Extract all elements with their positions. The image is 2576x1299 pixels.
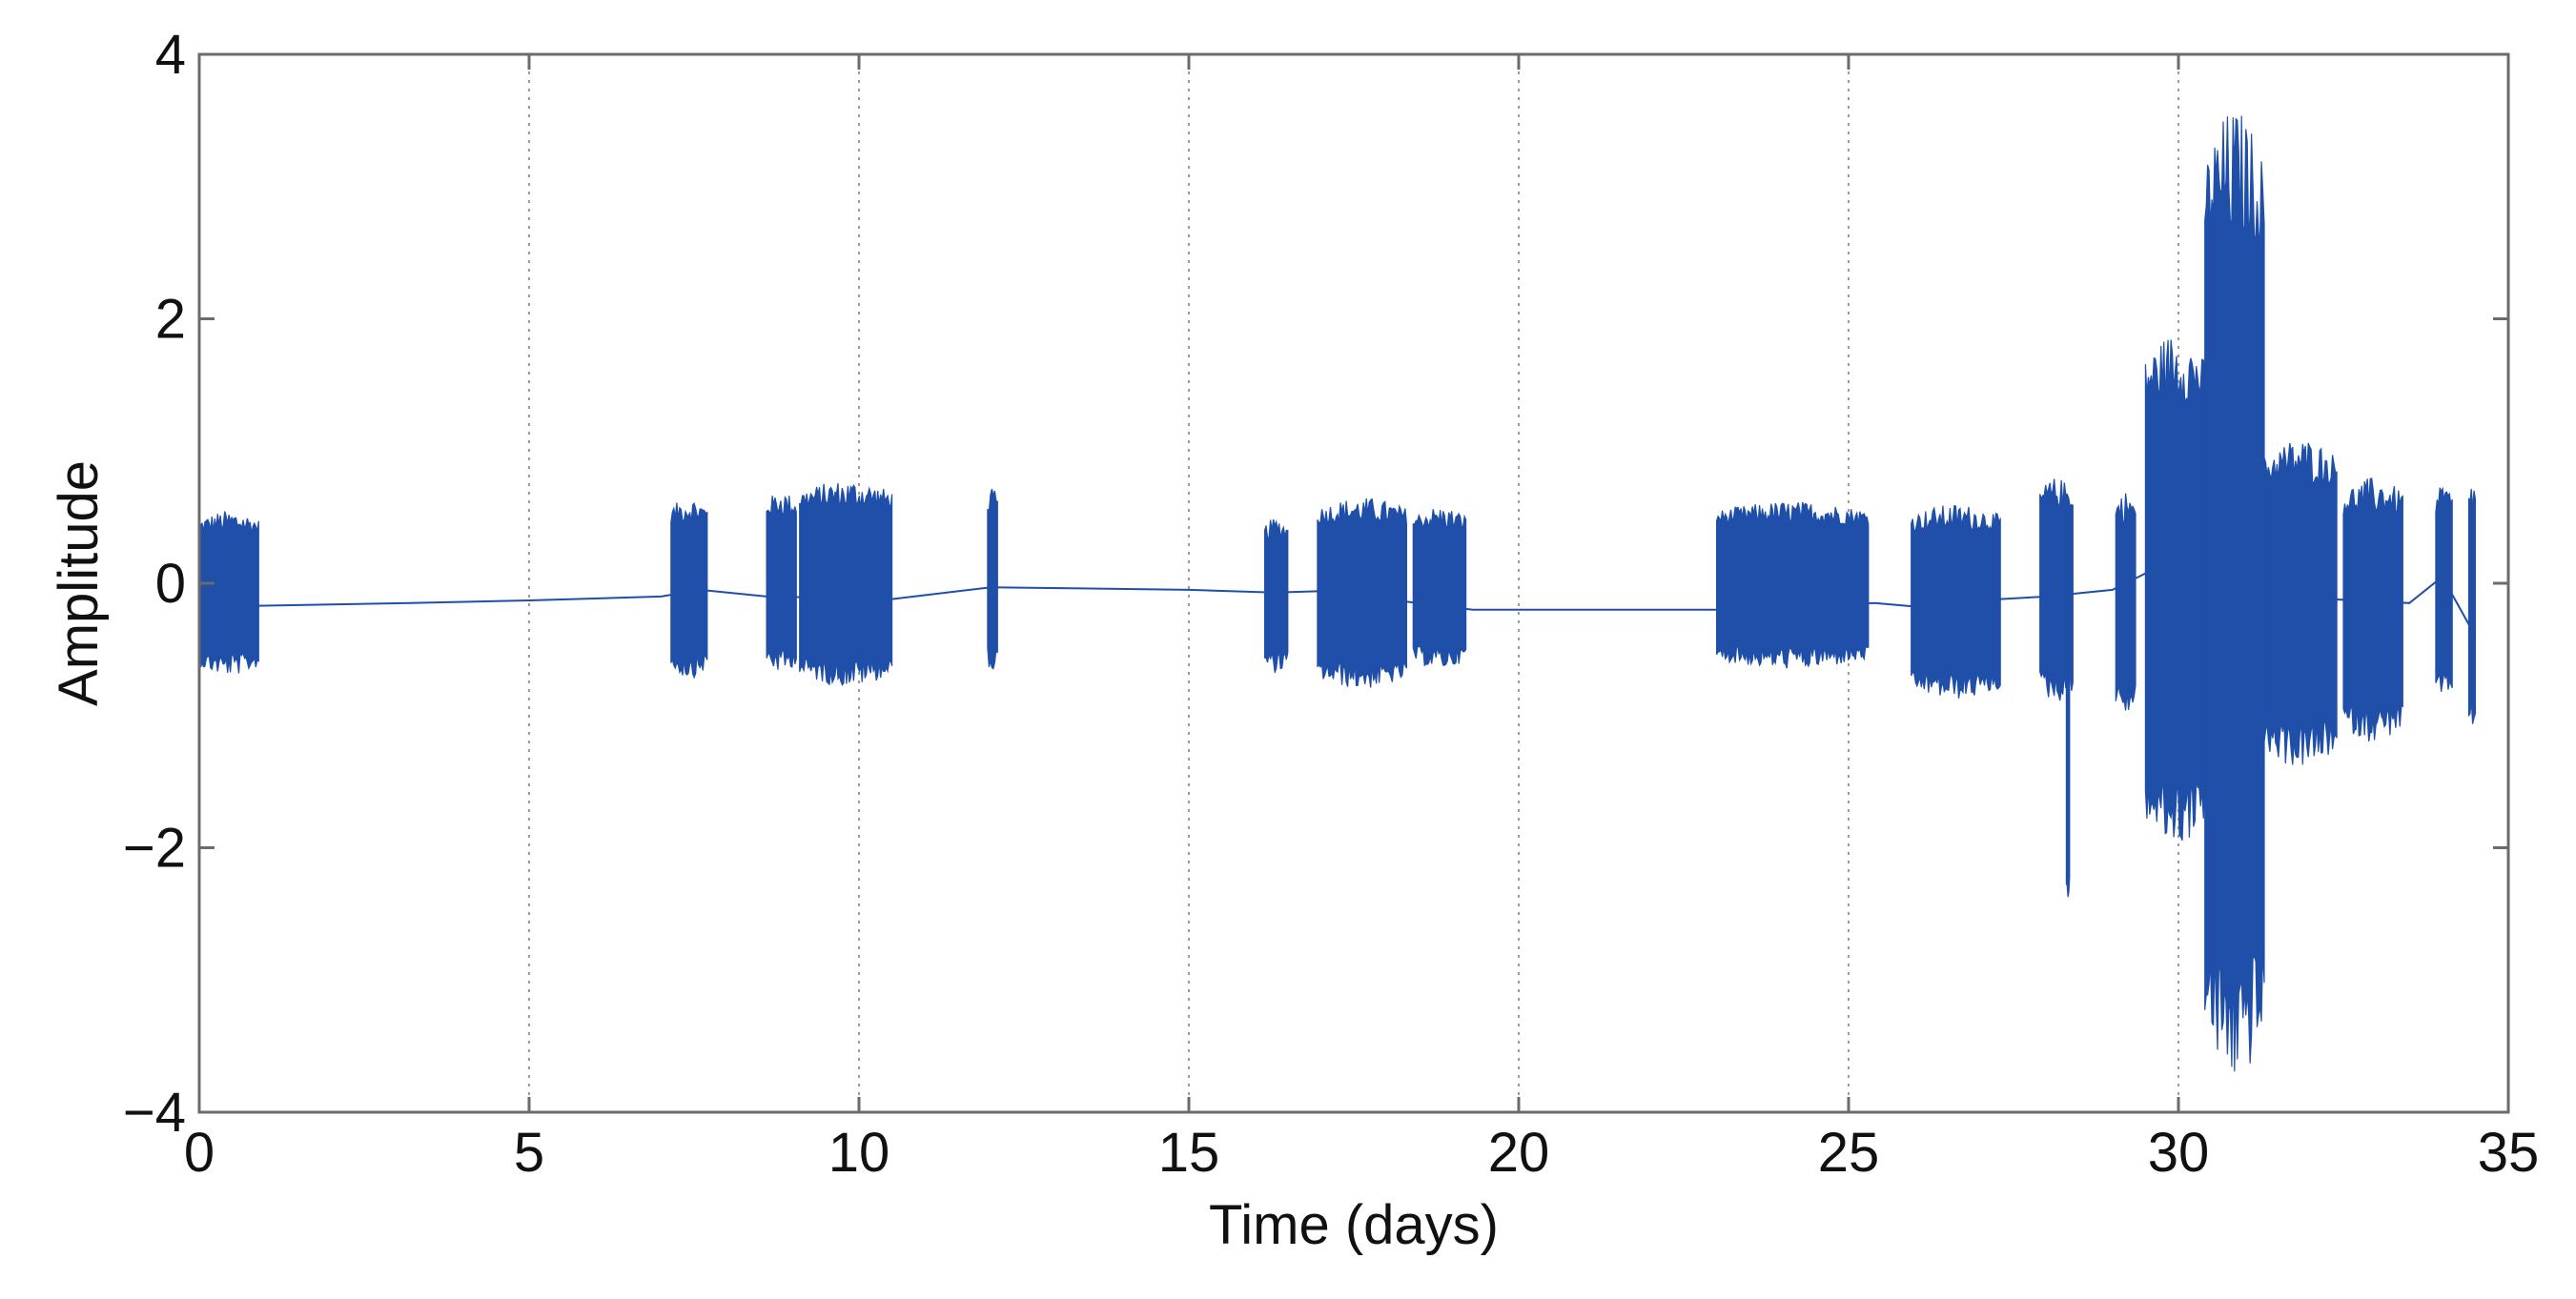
signal-burst — [198, 511, 259, 674]
signal-burst — [2115, 493, 2136, 711]
signal-burst — [2435, 486, 2453, 692]
x-tick-label: 5 — [514, 1122, 544, 1184]
signal-burst — [2204, 115, 2265, 1072]
x-tick-label: 20 — [1488, 1122, 1550, 1184]
signal-burst — [766, 495, 797, 670]
signal-burst — [987, 488, 998, 670]
x-axis-label: Time (days) — [1209, 1194, 1499, 1256]
y-tick-label: −4 — [123, 1082, 186, 1144]
signal-burst — [2065, 570, 2071, 898]
signal-burst — [1317, 497, 1407, 688]
labels-layer: 0 5 10 15 20 25 30 35 −4 −2 0 2 4 — [123, 24, 2539, 1184]
x-tick-label: 35 — [2478, 1122, 2540, 1184]
series-layer — [198, 115, 2477, 1072]
y-tick-label: −2 — [123, 818, 186, 880]
signal-burst — [1412, 509, 1467, 667]
signal-burst — [1264, 518, 1289, 673]
y-axis-label: Amplitude — [48, 460, 110, 706]
x-tick-label: 30 — [2148, 1122, 2210, 1184]
signal-burst — [1911, 504, 2001, 699]
signal-burst — [2342, 477, 2403, 741]
signal-burst — [2039, 478, 2074, 701]
y-tick-label: 0 — [155, 553, 186, 615]
x-tick-label: 25 — [1818, 1122, 1880, 1184]
signal-burst — [1716, 501, 1870, 669]
signal-burst — [2263, 442, 2338, 765]
x-tick-label: 10 — [828, 1122, 890, 1184]
x-tick-label: 0 — [184, 1122, 215, 1184]
signal-burst — [670, 501, 708, 680]
y-tick-label: 2 — [155, 289, 186, 351]
ticks-layer — [197, 52, 2510, 1114]
signal-burst — [799, 482, 893, 686]
x-tick-label: 15 — [1158, 1122, 1220, 1184]
signal-burst — [2144, 339, 2206, 842]
y-tick-label: 4 — [155, 24, 186, 86]
signal-burst — [2467, 488, 2476, 724]
